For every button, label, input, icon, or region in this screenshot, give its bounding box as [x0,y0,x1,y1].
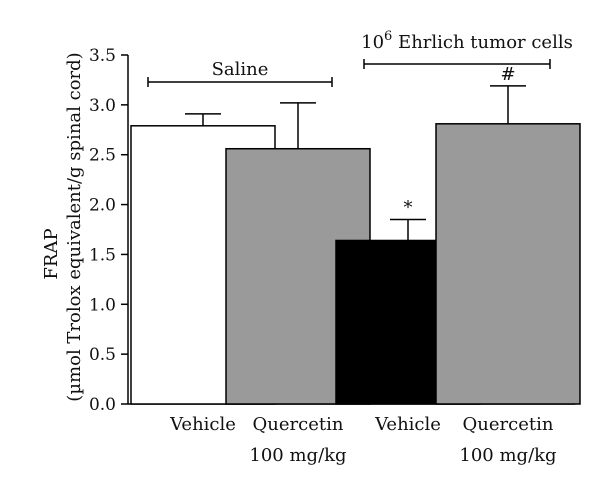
y-tick-label: 0.5 [89,345,116,365]
y-axis-title: FRAP (µmol Trolox equivalent/g spinal co… [41,52,85,401]
significance-mark: * [404,198,413,219]
y-tick-label: 1.0 [89,295,116,315]
significance-mark: # [500,64,515,85]
y-tick-label: 3.5 [89,46,116,66]
y-tick-label: 1.5 [89,245,116,265]
group-label: Saline [212,59,269,80]
bar [435,123,581,405]
y-axis-title-line1: FRAP [41,228,62,279]
y-axis-title-line2: (µmol Trolox equivalent/g spinal cord) [64,52,85,401]
x-tick-label-line2: 100 mg/kg [249,445,346,466]
y-tick-label: 0.0 [89,395,116,415]
y-tick-label: 2.5 [89,146,116,166]
x-tick-label-line2: 100 mg/kg [459,445,556,466]
x-tick-label: Quercetin [463,414,554,435]
plot-area: 0.0 0.5 1.0 1.5 2.0 2.5 3.0 3.5 Vehicle Quercetin… [89,29,581,466]
y-tick-label: 3.0 [89,96,116,116]
x-tick-label: Vehicle [169,414,236,435]
group-label: 106 Ehrlich tumor cells [361,29,573,53]
x-tick-label: Vehicle [374,414,441,435]
x-tick-label: Quercetin [253,414,344,435]
y-tick-label: 2.0 [89,196,116,216]
